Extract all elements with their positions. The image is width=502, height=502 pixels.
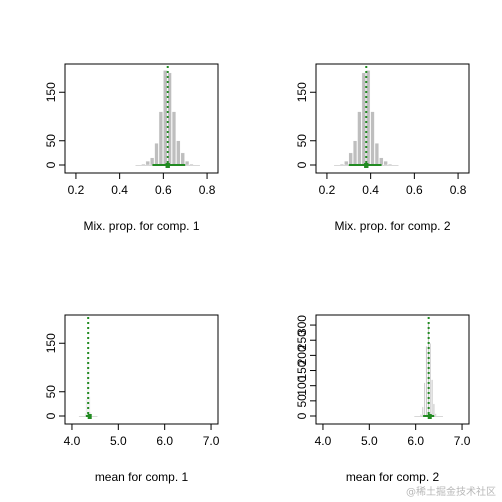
y-tick-label: 250	[295, 330, 309, 350]
histogram-bar	[339, 163, 345, 166]
histogram-bar	[85, 398, 87, 417]
histogram-bar	[383, 160, 388, 166]
y-tick-label: 150	[44, 333, 58, 353]
histogram-bar	[429, 343, 432, 417]
plot-frame	[315, 314, 470, 425]
x-tick-label: 0.8	[450, 183, 467, 197]
histogram-bar	[163, 70, 168, 166]
histogram-bar	[176, 140, 181, 166]
x-tick-label: 7.0	[203, 434, 220, 448]
histogram-bar	[189, 163, 194, 166]
histogram-bar	[379, 157, 384, 166]
y-tick-label: 150	[44, 82, 58, 102]
x-tick-label: 4.0	[64, 434, 81, 448]
histogram-bar	[154, 142, 159, 166]
histogram-bar	[431, 379, 433, 417]
histogram-bar	[180, 152, 185, 166]
x-tick-label: 5.0	[110, 434, 127, 448]
histogram-bar	[387, 163, 393, 166]
x-tick-label: 6.0	[407, 434, 424, 448]
x-tick-label: 0.6	[155, 183, 172, 197]
y-tick-label: 0	[44, 412, 58, 419]
interval-inner	[364, 163, 369, 168]
histogram-bar	[352, 140, 358, 166]
y-tick-label: 150	[295, 360, 309, 380]
y-tick-label: 200	[295, 345, 309, 365]
histogram-bar	[427, 321, 430, 417]
histogram-bar	[361, 72, 366, 166]
y-tick-label: 300	[295, 315, 309, 335]
histogram-bar	[84, 412, 86, 417]
interval-inner	[87, 414, 92, 419]
y-tick-label: 50	[44, 385, 58, 399]
plot-frame	[315, 63, 470, 174]
x-tick-label: 5.0	[361, 434, 378, 448]
y-tick-label: 0	[295, 161, 309, 168]
interval-inner	[165, 163, 170, 168]
histogram-bar	[158, 111, 163, 166]
watermark: @稀土掘金技术社区	[406, 487, 496, 498]
histogram-bar	[150, 157, 155, 166]
histogram-bar	[357, 111, 362, 166]
x-tick-label: 0.2	[68, 183, 85, 197]
panel-mean-comp-1: 4.0 5.0 6.0 7.0 0 50 150 mean for comp. 1	[44, 314, 220, 484]
x-tick-label: 4.0	[315, 434, 332, 448]
x-tick-label: 0.6	[406, 183, 423, 197]
histogram-bar	[141, 163, 146, 166]
histogram-bar	[423, 382, 426, 417]
panel-mix-prop-comp-2: 0.2 0.4 0.6 0.8 0 50 150 Mix. prop. for comp. 2	[295, 63, 470, 233]
plot-frame	[64, 63, 219, 174]
y-tick-label: 50	[295, 394, 309, 408]
plot-frame	[64, 314, 219, 425]
histogram-bar	[421, 406, 424, 417]
panel-mean-comp-2: 4.0 5.0 6.0 7.0 0 50 150 250 100 200 300 mean for c…	[295, 314, 471, 484]
histogram-bar	[374, 142, 379, 166]
x-axis-title: Mix. prop. for comp. 1	[83, 219, 199, 233]
y-tick-label: 150	[295, 82, 309, 102]
histogram-bar	[420, 414, 422, 417]
y-tick-label: 50	[44, 134, 58, 148]
histogram-bar	[348, 152, 353, 166]
x-tick-label: 0.8	[199, 183, 216, 197]
histogram-bar	[185, 160, 190, 166]
x-axis-title: mean for comp. 2	[346, 470, 440, 484]
x-axis-title: mean for comp. 1	[95, 470, 189, 484]
x-tick-label: 6.0	[156, 434, 173, 448]
histogram-bar	[89, 396, 91, 417]
x-tick-label: 7.0	[454, 434, 471, 448]
histogram-bar	[433, 403, 435, 417]
histogram-bar	[344, 160, 349, 166]
y-tick-label: 0	[44, 161, 58, 168]
x-tick-label: 0.2	[319, 183, 336, 197]
panel-mix-prop-comp-1: 0.2 0.4 0.6 0.8 0 50 150 Mix. prop. for comp. 1	[44, 63, 219, 233]
x-tick-label: 0.4	[362, 183, 379, 197]
histogram-bar	[171, 111, 177, 166]
y-tick-label: 0	[295, 412, 309, 419]
histogram-bar	[434, 413, 437, 417]
x-axis-title: Mix. prop. for comp. 2	[334, 219, 450, 233]
y-tick-label: 50	[295, 134, 309, 148]
histogram-bar	[425, 346, 428, 417]
x-tick-label: 0.4	[111, 183, 128, 197]
y-tick-label: 100	[295, 375, 309, 395]
histogram-bar	[145, 160, 150, 166]
interval-inner	[427, 414, 432, 419]
histogram-bar	[370, 111, 375, 166]
